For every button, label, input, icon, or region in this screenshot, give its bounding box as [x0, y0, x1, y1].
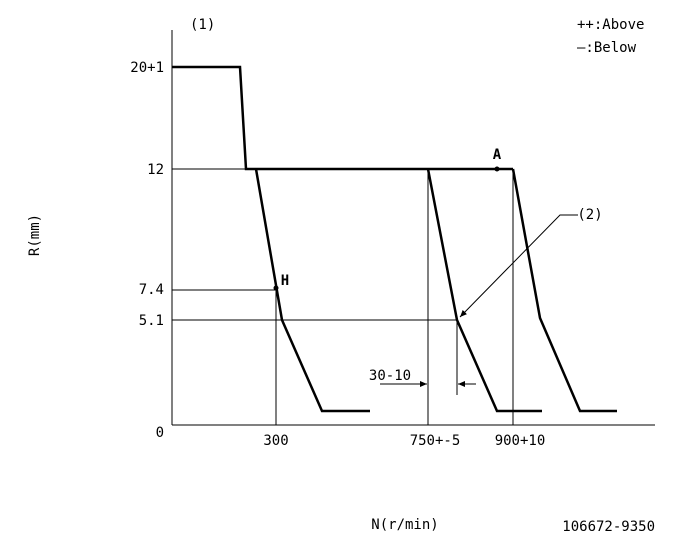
- point-a: A: [493, 147, 502, 163]
- y-tick-label: 5.1: [139, 313, 164, 329]
- y-tick-label: 7.4: [139, 282, 164, 298]
- legend-below: —:Below: [577, 40, 637, 56]
- marker-1: (1): [190, 17, 215, 33]
- point-h-dot: [273, 285, 279, 291]
- dimension-label: 30-10: [369, 368, 411, 384]
- point-a-dot: [494, 166, 500, 172]
- reference-lines: [172, 168, 514, 425]
- x-axis-title: N(r/min): [371, 517, 438, 533]
- y-tick-label: 0: [156, 425, 164, 441]
- marker-2: (2): [577, 207, 602, 223]
- x-tick-label: 300: [263, 433, 288, 449]
- curves: [172, 65, 617, 413]
- x-tick-label: 750+-5: [410, 433, 461, 449]
- y-axis-title: R(mm): [27, 214, 43, 256]
- y-tick-label: 12: [147, 162, 164, 178]
- point-h: H: [281, 273, 289, 289]
- x-tick-label: 900+10: [495, 433, 546, 449]
- legend-above: ++:Above: [577, 17, 644, 33]
- part-number: 106672-9350: [562, 519, 655, 535]
- y-tick-label: 20+1: [130, 60, 164, 76]
- leader-line: [459, 214, 578, 318]
